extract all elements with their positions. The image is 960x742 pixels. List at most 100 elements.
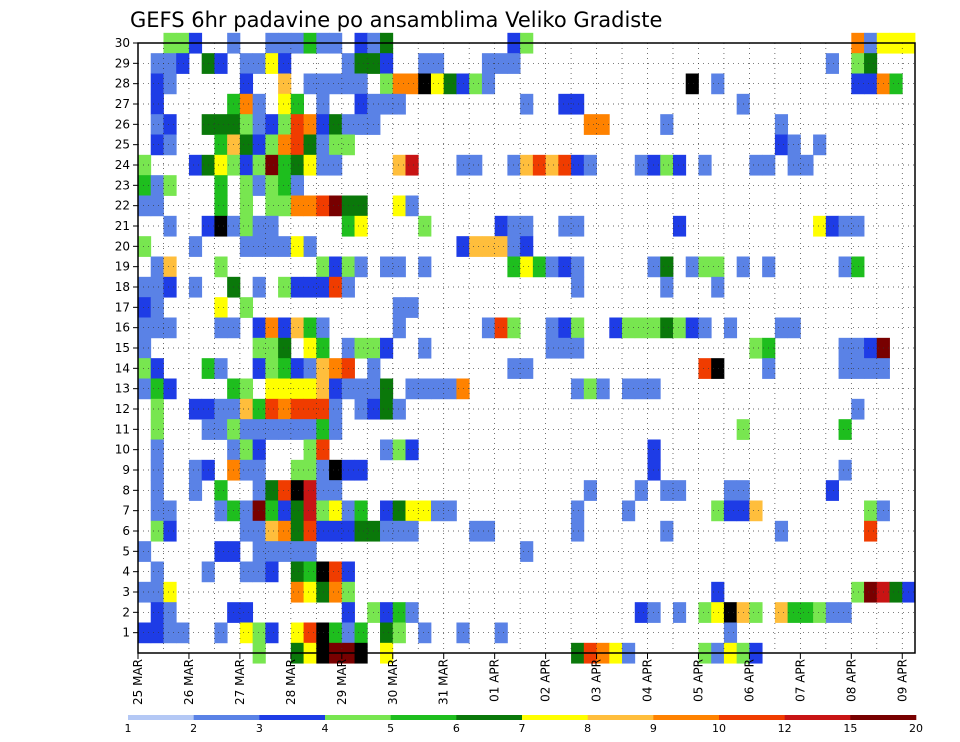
- y-tick-label: 28: [115, 77, 130, 91]
- heatmap-cell: [278, 93, 292, 115]
- heatmap-cell: [571, 520, 585, 542]
- heatmap-cell: [303, 358, 317, 379]
- heatmap-cell: [290, 236, 304, 257]
- heatmap-cell: [303, 480, 317, 501]
- heatmap-cell: [265, 114, 279, 135]
- heatmap-cell: [278, 73, 292, 95]
- heatmap-cell: [418, 337, 432, 359]
- y-tick-label: 24: [115, 158, 130, 172]
- colorbar-label: 9: [650, 722, 657, 735]
- heatmap-cell: [520, 358, 534, 379]
- heatmap-cell: [188, 459, 203, 481]
- y-tick-label: 9: [122, 463, 130, 477]
- heatmap-cell: [214, 53, 228, 74]
- heatmap-cell: [150, 73, 164, 95]
- heatmap-cell: [380, 439, 394, 461]
- heatmap-cell: [634, 602, 648, 623]
- heatmap-cell: [532, 154, 547, 176]
- heatmap-cell: [329, 195, 343, 217]
- heatmap-cell: [418, 500, 432, 522]
- heatmap-cell: [825, 215, 839, 237]
- colorbar-swatch: [850, 715, 917, 720]
- heatmap-cell: [278, 480, 292, 501]
- heatmap-cell: [163, 73, 177, 95]
- heatmap-cell: [672, 215, 687, 237]
- heatmap-cell: [583, 154, 597, 176]
- heatmap-cell: [545, 154, 559, 176]
- heatmap-cell: [290, 276, 304, 298]
- heatmap-cell: [698, 154, 712, 176]
- heatmap-cell: [354, 459, 368, 481]
- colorbar-swatch: [325, 715, 391, 720]
- heatmap-cell: [647, 602, 661, 623]
- heatmap-cell: [290, 622, 304, 644]
- heatmap-cell: [265, 337, 279, 359]
- heatmap-cell: [163, 175, 177, 196]
- heatmap-cell: [188, 154, 203, 176]
- heatmap-cell: [303, 398, 317, 420]
- heatmap-cell: [316, 581, 330, 603]
- heatmap-cell: [265, 215, 279, 237]
- colorbar-label: 15: [843, 722, 857, 735]
- heatmap-cell: [278, 500, 292, 522]
- heatmap-cell: [316, 622, 330, 644]
- colorbar-label: 1: [125, 722, 132, 735]
- colorbar-swatch: [390, 715, 457, 720]
- heatmap-cell: [443, 500, 457, 522]
- heatmap-cell: [354, 53, 368, 74]
- heatmap-cell: [252, 53, 266, 74]
- heatmap-cell: [787, 154, 801, 176]
- heatmap-cell: [278, 398, 292, 420]
- heatmap-cell: [774, 602, 789, 623]
- heatmap-cell: [825, 480, 839, 501]
- y-tick-label: 27: [115, 97, 130, 111]
- heatmap-cell: [838, 358, 852, 379]
- heatmap-cell: [214, 134, 228, 156]
- heatmap-cell: [494, 236, 508, 257]
- heatmap-cell: [571, 378, 585, 400]
- colorbar-swatch: [784, 715, 851, 720]
- heatmap-cell: [571, 500, 585, 522]
- y-tick-label: 17: [115, 300, 130, 314]
- heatmap-cell: [430, 73, 445, 95]
- heatmap-cell: [545, 337, 559, 359]
- heatmap-cell: [685, 256, 699, 278]
- heatmap-cell: [163, 114, 177, 135]
- heatmap-cell: [290, 195, 304, 217]
- heatmap-cell: [838, 215, 852, 237]
- heatmap-cell: [660, 480, 674, 501]
- heatmap-cell: [787, 317, 801, 339]
- heatmap-cell: [392, 500, 406, 522]
- heatmap-cell: [252, 175, 266, 196]
- heatmap-cell: [354, 520, 368, 542]
- heatmap-cell: [316, 500, 330, 522]
- heatmap-cell: [265, 378, 279, 400]
- heatmap-cell: [392, 73, 406, 95]
- heatmap-cell: [138, 154, 152, 176]
- heatmap-cell: [660, 154, 674, 176]
- heatmap-cell: [443, 73, 457, 95]
- colorbar-label: 4: [322, 722, 329, 735]
- heatmap-cell: [392, 622, 406, 644]
- heatmap-cell: [150, 317, 164, 339]
- heatmap-cell: [380, 602, 394, 623]
- x-axis-date-labels: 25 MAR 26 MAR 27 MAR 28 MAR 29 MAR 30 MAR 31 M…: [131, 653, 909, 705]
- heatmap-cell: [290, 358, 304, 379]
- heatmap-cell: [405, 297, 419, 318]
- heatmap-cell: [290, 134, 304, 156]
- heatmap-cell: [303, 317, 317, 339]
- heatmap-cell: [214, 175, 228, 196]
- heatmap-cell: [316, 256, 330, 278]
- heatmap-cell: [265, 622, 279, 644]
- heatmap-cell: [583, 480, 597, 501]
- heatmap-cell: [290, 419, 304, 440]
- heatmap-cell: [278, 114, 292, 135]
- heatmap-cell: [405, 154, 419, 176]
- heatmap-cell: [380, 256, 394, 278]
- heatmap-cell: [316, 398, 330, 420]
- heatmap-cell: [316, 134, 330, 156]
- heatmap-cell: [278, 541, 292, 562]
- heatmap-cell: [278, 175, 292, 196]
- heatmap-cell: [800, 602, 814, 623]
- heatmap-cell: [660, 520, 674, 542]
